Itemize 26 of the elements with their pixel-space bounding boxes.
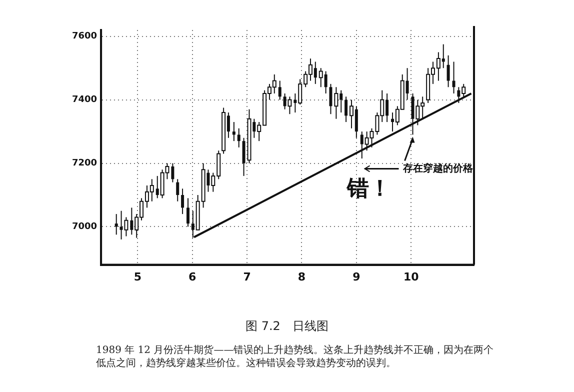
- y-tick-label: 7200: [72, 158, 98, 169]
- x-tick-label: 5: [134, 270, 142, 284]
- candlestick: [446, 54, 450, 88]
- candlestick: [344, 96, 348, 123]
- x-tick-label: 8: [298, 270, 306, 284]
- text: 1989 年 12 月份活牛期货——错误的上升趋势线。这条上升趋势线并不正确，因为在两个低点之间，趋势线穿越某些价位。这种错误会导致趋势变动的误判。: [96, 344, 495, 370]
- x-tick-label: 7: [243, 270, 251, 284]
- x-tick-label: 10: [403, 270, 420, 284]
- candlestick: [186, 198, 190, 228]
- candlestick: [237, 128, 240, 148]
- candlestick: [171, 162, 174, 183]
- x-tick-label: 6: [188, 270, 197, 284]
- text: 图 7.2 日线图: [244, 318, 330, 335]
- candlestick: [181, 188, 184, 215]
- candlestick: [278, 80, 282, 100]
- candlestick: [232, 122, 236, 142]
- x-tick-label: 9: [352, 270, 360, 284]
- y-tick-label: 7400: [72, 95, 98, 106]
- candlestick: [329, 83, 332, 115]
- y-tick-label: 7600: [72, 32, 98, 42]
- y-tick-label: 7000: [72, 222, 98, 232]
- annotation: 错！: [346, 176, 392, 202]
- candlestick: [114, 214, 118, 236]
- annotation: 存在穿越的价格: [402, 162, 474, 174]
- candlestick: [176, 178, 180, 202]
- candlestick: [452, 61, 456, 94]
